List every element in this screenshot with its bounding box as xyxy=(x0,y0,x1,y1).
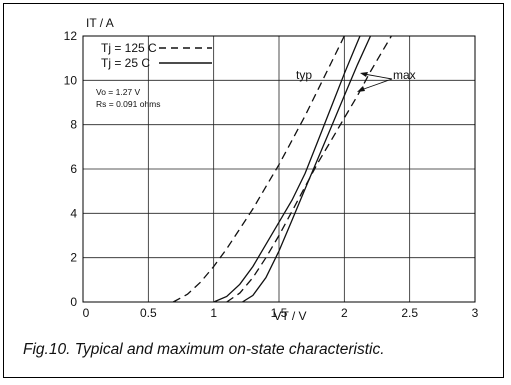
y-axis-label: IT / A xyxy=(86,16,114,30)
curve-typ-tj25 xyxy=(213,35,361,303)
y-tick-label: 4 xyxy=(70,206,77,220)
legend-label-25: Tj = 25 C xyxy=(101,56,150,70)
legend: Tj = 125 C Tj = 25 C xyxy=(101,41,212,70)
y-tick-label: 8 xyxy=(70,118,77,132)
curve-max-tj125 xyxy=(226,35,392,303)
max-pointer-arrows xyxy=(357,72,393,92)
x-axis-label: VT / V xyxy=(273,309,306,323)
curve-max-tj25 xyxy=(242,35,372,303)
param-rs: Rs = 0.091 ohms xyxy=(96,99,161,109)
grid xyxy=(83,36,475,302)
legend-label-125: Tj = 125 C xyxy=(101,41,157,55)
y-tick-label: 6 xyxy=(70,162,77,176)
y-tick-label: 12 xyxy=(64,29,78,43)
x-tick-label: 2.5 xyxy=(401,306,418,320)
on-state-chart: 0 0.5 1 1.5 2 2.5 3 0 2 4 6 8 10 12 IT / A VT / V Tj… xyxy=(64,16,479,323)
curves xyxy=(172,35,392,303)
figure-frame: 0 0.5 1 1.5 2 2.5 3 0 2 4 6 8 10 12 IT / A VT / V Tj… xyxy=(3,3,504,378)
x-tick-label: 0.5 xyxy=(140,306,157,320)
x-tick-label: 1 xyxy=(210,306,217,320)
x-tick-label: 1.5 xyxy=(271,306,288,320)
x-tick-label: 0 xyxy=(83,306,90,320)
y-tick-label: 2 xyxy=(70,251,77,265)
curve-typ-tj125 xyxy=(172,35,345,303)
y-tick-labels: 0 2 4 6 8 10 12 xyxy=(64,29,78,309)
x-tick-labels: 0 0.5 1 1.5 2 2.5 3 xyxy=(83,306,479,320)
figure-caption: Fig.10. Typical and maximum on-state cha… xyxy=(23,341,385,358)
x-tick-label: 2 xyxy=(341,306,348,320)
y-tick-label: 0 xyxy=(70,295,77,309)
plot-area-border xyxy=(82,35,476,303)
param-vo: Vo = 1.27 V xyxy=(96,87,141,97)
y-tick-label: 10 xyxy=(64,73,78,87)
typ-label: typ xyxy=(296,68,312,82)
max-label: max xyxy=(393,68,416,82)
x-tick-label: 3 xyxy=(472,306,479,320)
